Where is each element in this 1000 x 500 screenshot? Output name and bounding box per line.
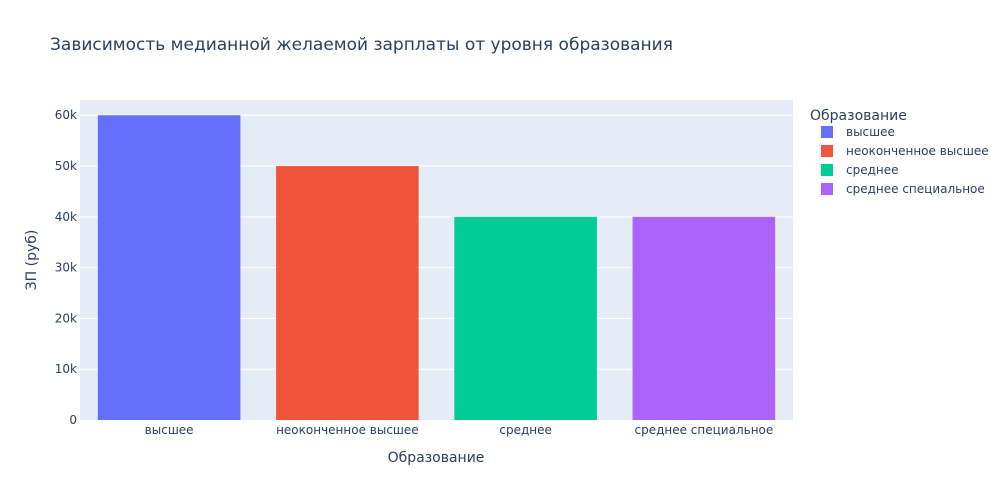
legend: Образование высшее неоконченное высшее сре… (810, 108, 989, 196)
y-axis-title: ЗП (руб) (24, 230, 40, 291)
bar (97, 115, 241, 420)
y-tick-label: 30k (55, 261, 77, 275)
bars (97, 115, 776, 420)
legend-title: Образование (810, 108, 907, 124)
legend-label: высшее (846, 125, 895, 139)
y-tick-label: 60k (55, 108, 77, 122)
legend-label: неоконченное высшее (846, 144, 989, 158)
legend-swatch (821, 145, 833, 157)
y-tick-label: 50k (55, 159, 77, 173)
x-tick-label: неоконченное высшее (276, 423, 419, 437)
legend-label: среднее специальное (846, 182, 985, 196)
legend-swatch (821, 183, 833, 195)
legend-items: высшее неоконченное высшее среднее среднее … (821, 125, 989, 196)
x-tick-label: среднее (499, 423, 552, 437)
bar (276, 166, 419, 420)
y-tick-label: 20k (55, 311, 77, 325)
x-axis-ticks: высшее неоконченное высшее среднее среднее … (145, 423, 774, 437)
x-tick-label: среднее специальное (634, 423, 773, 437)
chart-title: Зависимость медианной желаемой зарплаты … (50, 35, 673, 55)
bar (632, 216, 776, 420)
x-axis-title: Образование (388, 450, 485, 466)
y-tick-label: 0 (69, 413, 77, 427)
y-axis-ticks: 0 10k 20k 30k 40k 50k 60k (55, 108, 77, 427)
bar (454, 216, 597, 420)
legend-swatch (821, 164, 833, 176)
legend-label: среднее (846, 163, 899, 177)
legend-swatch (821, 126, 833, 138)
y-tick-label: 40k (55, 210, 77, 224)
x-tick-label: высшее (145, 423, 194, 437)
y-tick-label: 10k (55, 362, 77, 376)
